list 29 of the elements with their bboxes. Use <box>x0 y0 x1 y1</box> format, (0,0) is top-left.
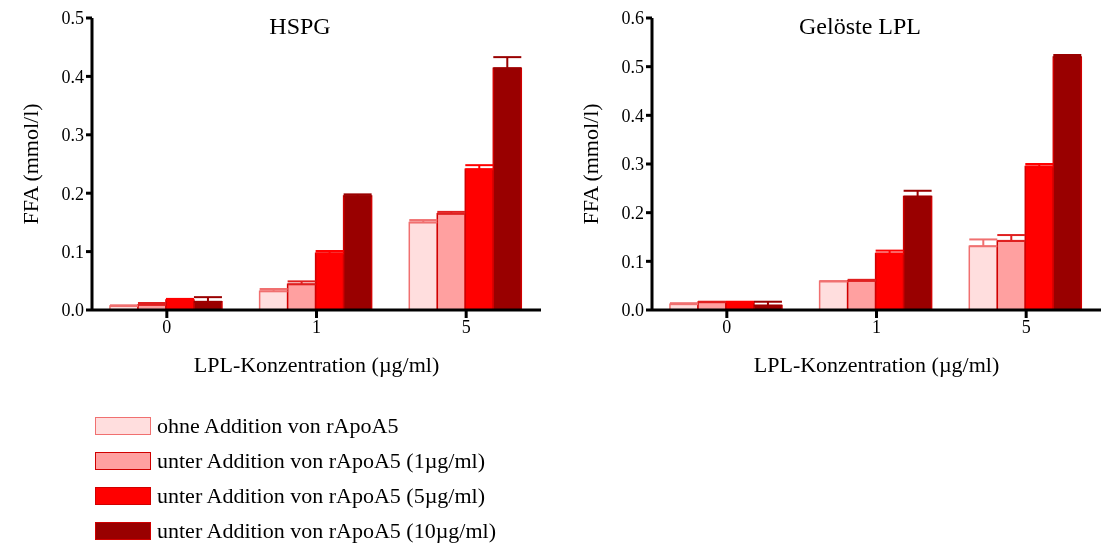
legend-label: unter Addition von rApoA5 (1µg/ml) <box>157 447 485 475</box>
y-tick-label: 0.0 <box>61 300 84 321</box>
x-tick-label: 5 <box>1021 316 1031 337</box>
chart-title: HSPG <box>269 13 331 39</box>
y-tick-label: 0.6 <box>621 8 644 29</box>
legend-label: unter Addition von rApoA5 (10µg/ml) <box>157 517 496 545</box>
y-tick-label: 0.3 <box>61 125 84 146</box>
y-tick-label: 0.2 <box>61 183 84 204</box>
y-tick-label: 0.3 <box>621 154 644 175</box>
y-tick-label: 0.2 <box>621 203 644 224</box>
x-tick-label: 1 <box>872 316 881 337</box>
y-axis-title: FFA (mmol/l) <box>577 103 603 225</box>
legend-label: unter Addition von rApoA5 (5µg/ml) <box>157 482 485 510</box>
y-tick-label: 0.5 <box>61 8 84 29</box>
y-tick-label: 0.4 <box>621 105 644 126</box>
x-tick-label: 0 <box>722 316 732 337</box>
y-tick-label: 0.1 <box>621 251 644 272</box>
x-tick-label: 0 <box>162 316 172 337</box>
x-tick-label: 5 <box>461 316 471 337</box>
legend-label: ohne Addition von rApoA5 <box>157 412 399 440</box>
x-tick-label: 1 <box>312 316 321 337</box>
x-axis-title: LPL-Konzentration (µg/ml) <box>193 352 440 377</box>
y-tick-label: 0.1 <box>61 241 84 262</box>
y-tick-label: 0.4 <box>61 66 84 87</box>
y-tick-label: 0.0 <box>621 300 644 321</box>
y-tick-label: 0.5 <box>621 57 644 78</box>
y-axis-title: FFA (mmol/l) <box>17 103 43 225</box>
chart-title: Gelöste LPL <box>799 13 921 39</box>
x-axis-title: LPL-Konzentration (µg/ml) <box>753 352 1000 377</box>
